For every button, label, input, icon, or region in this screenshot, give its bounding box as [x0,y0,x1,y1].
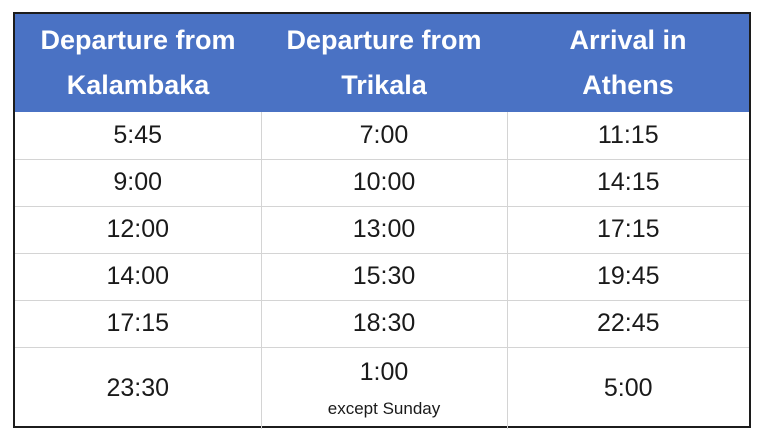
trikala-time: 18:30 [261,300,508,348]
trikala-time: 13:00 [261,206,508,254]
kalambaka-time: 23:30 [15,347,262,429]
table-row: 9:00 10:00 14:15 [15,159,749,207]
header-departure-trikala: Departure from Trikala [261,14,507,112]
table-row: 5:45 7:00 11:15 [15,112,749,160]
kalambaka-time: 14:00 [15,253,262,301]
trikala-time: 15:30 [261,253,508,301]
timetable-frame: Departure from Kalambaka Departure from … [13,12,751,429]
trikala-time-cell: 1:00 except Sunday [261,347,508,429]
athens-time: 19:45 [507,253,749,301]
table-row: 12:00 13:00 17:15 [15,206,749,254]
athens-time: 5:00 [603,373,653,402]
table-row: 14:00 15:30 19:45 [15,253,749,301]
header-arrival-athens: Arrival in Athens [507,14,749,112]
athens-time: 14:15 [507,159,749,207]
trikala-time: 1:00 [359,357,409,386]
bus-timetable: Departure from Kalambaka Departure from … [15,14,749,429]
header-row: Departure from Kalambaka Departure from … [15,14,749,112]
trikala-time: 10:00 [261,159,508,207]
schedule-note: except Sunday [327,398,441,418]
kalambaka-time: 17:15 [15,300,262,348]
table-row: 17:15 18:30 22:45 [15,300,749,348]
athens-time: 22:45 [507,300,749,348]
header-departure-kalambaka: Departure from Kalambaka [15,14,261,112]
kalambaka-time: 9:00 [15,159,262,207]
kalambaka-time: 12:00 [15,206,262,254]
athens-time: 11:15 [507,112,749,160]
athens-time: 17:15 [507,206,749,254]
kalambaka-time: 5:45 [15,112,262,160]
table-row: 23:30 1:00 except Sunday 5:00 [15,347,749,429]
trikala-time: 7:00 [261,112,508,160]
